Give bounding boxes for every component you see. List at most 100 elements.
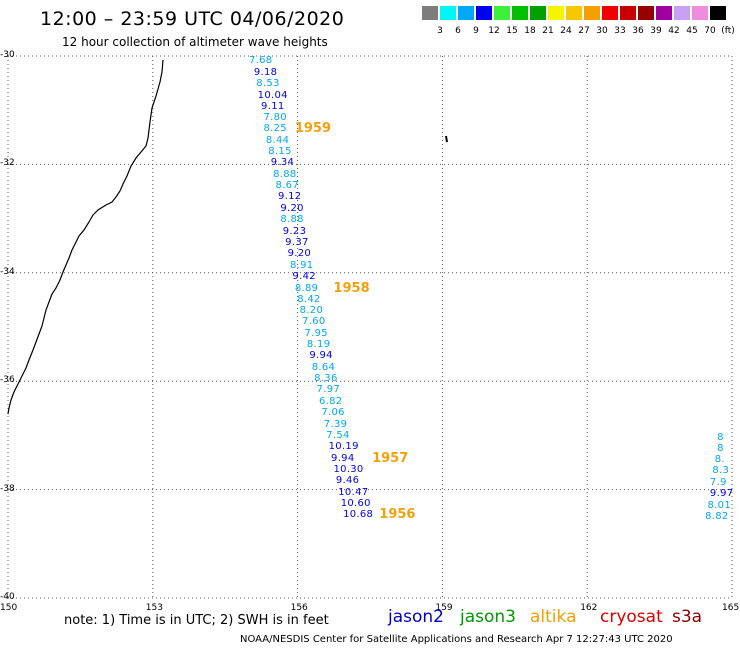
longitude-label: 159 — [435, 603, 453, 613]
wave-height-label: 7.60 — [302, 316, 326, 328]
longitude-label: 150 — [0, 603, 18, 613]
color-swatch — [584, 6, 600, 20]
legend-jason3: jason3 — [460, 607, 516, 627]
wave-height-label: 8.25 — [263, 123, 287, 135]
coastline — [7, 59, 164, 415]
wave-height-label: 8.67 — [275, 180, 299, 192]
wave-height-label: 9.97 — [709, 488, 734, 500]
wave-height-label: 8.20 — [299, 305, 324, 317]
color-swatch — [674, 6, 690, 20]
latitude-label: -40 — [0, 592, 15, 602]
wave-height-label: 8.89 — [294, 282, 319, 294]
pass-number: 1956 — [379, 507, 416, 523]
wave-height-label: 10.04 — [257, 89, 288, 101]
wave-height-label: 10.19 — [328, 441, 359, 453]
wave-height-label: 9.20 — [287, 248, 312, 260]
color-scale-label: 9 — [473, 26, 479, 36]
color-swatch — [422, 6, 438, 20]
wave-height-label: 8.82 — [705, 511, 729, 523]
wave-height-label: 8.42 — [297, 293, 321, 305]
wave-height-label: 8 — [717, 442, 724, 454]
latitude-label: -38 — [0, 483, 15, 494]
wave-height-label: 9.18 — [253, 66, 278, 78]
wave-height-label: 8.01 — [707, 499, 731, 511]
wave-height-label: 10.47 — [338, 486, 369, 498]
wave-height-label: 9.11 — [261, 100, 285, 112]
color-swatch — [566, 6, 582, 20]
credit-line: NOAA/NESDIS Center for Satellite Applica… — [240, 634, 673, 645]
pass-number: 1957 — [372, 450, 409, 466]
page-subtitle: 12 hour collection of altimeter wave hei… — [62, 35, 328, 49]
legend-s3a: s3a — [672, 607, 703, 627]
wave-height-label: 7.9 — [709, 476, 727, 488]
color-swatch — [656, 6, 672, 20]
wave-height-label: 7.80 — [263, 112, 287, 124]
wave-height-label: 9.94 — [331, 452, 355, 464]
wave-height-label: 8.64 — [311, 361, 336, 373]
latitude-label: -30 — [0, 50, 15, 60]
wave-height-label: 8.91 — [290, 259, 314, 271]
wave-height-label: 7.95 — [304, 327, 328, 339]
wave-height-label: 7.97 — [316, 384, 341, 396]
wave-height-label: 9.12 — [277, 191, 302, 203]
color-scale-label: 18 — [524, 26, 536, 36]
wave-height-label: 9.37 — [285, 236, 309, 248]
wave-height-label: 8.88 — [280, 214, 304, 226]
wave-height-label: 8.19 — [306, 338, 331, 350]
pass-number: 1959 — [294, 121, 332, 137]
color-swatch — [710, 6, 726, 20]
color-swatch — [602, 6, 618, 20]
color-scale-label: 42 — [668, 26, 680, 36]
wave-height-label: 10.60 — [340, 498, 371, 510]
color-swatch — [620, 6, 636, 20]
wave-height-label: 8.36 — [314, 373, 338, 385]
wave-height-label: 7.06 — [321, 407, 345, 419]
color-scale-label: 3 — [437, 26, 443, 36]
color-scale-label: 24 — [560, 26, 572, 36]
color-scale-label: 15 — [506, 26, 518, 36]
color-swatch — [548, 6, 564, 20]
color-scale-label: 12 — [488, 26, 500, 36]
page-title: 12:00 – 23:59 UTC 04/06/2020 — [40, 8, 345, 30]
color-swatch — [692, 6, 708, 20]
longitude-label: 165 — [722, 603, 740, 613]
longitude-label: 156 — [290, 603, 308, 613]
wave-height-label: 9.23 — [282, 225, 307, 237]
wave-height-label: 8 — [717, 432, 724, 444]
pass-number: 1958 — [333, 280, 370, 296]
color-scale-label: 36 — [632, 26, 644, 36]
color-swatch — [638, 6, 654, 20]
wave-height-label: 9.46 — [335, 475, 360, 487]
wave-height-label: 9.20 — [280, 202, 304, 214]
color-scale-label: 21 — [542, 26, 554, 36]
latitude-label: -36 — [0, 375, 15, 386]
wave-height-label: 9.42 — [292, 271, 316, 283]
latitude-label: -32 — [0, 158, 15, 169]
color-swatch — [512, 6, 528, 20]
legend-jason2: jason2 — [388, 607, 444, 627]
color-scale-label: 6 — [455, 26, 461, 36]
wave-height-label: 8.44 — [265, 134, 290, 146]
color-scale-label: (ft) — [721, 26, 735, 36]
latitude-label: -34 — [0, 266, 15, 277]
wave-height-label: 10.30 — [333, 464, 364, 476]
color-scale-label: 30 — [596, 26, 608, 36]
wave-height-label: 6.82 — [318, 395, 343, 407]
wave-height-label: 9.34 — [270, 157, 295, 169]
wave-height-label: 7.68 — [248, 55, 273, 67]
wave-height-label: 7.39 — [323, 418, 348, 430]
footnote: note: 1) Time is in UTC; 2) SWH is in fe… — [64, 613, 329, 628]
wave-height-label: 10.68 — [343, 509, 374, 521]
legend-altika: altika — [530, 607, 577, 627]
color-swatch — [440, 6, 456, 20]
wave-height-label: 8.53 — [256, 78, 280, 90]
longitude-label: 162 — [580, 603, 598, 613]
color-swatch — [476, 6, 492, 20]
color-swatch — [494, 6, 510, 20]
wave-height-label: 8. — [714, 453, 725, 465]
color-swatch — [530, 6, 546, 20]
color-scale-label: 39 — [650, 26, 662, 36]
wave-height-label: 8.15 — [268, 145, 292, 157]
color-scale-label: 33 — [614, 26, 626, 36]
